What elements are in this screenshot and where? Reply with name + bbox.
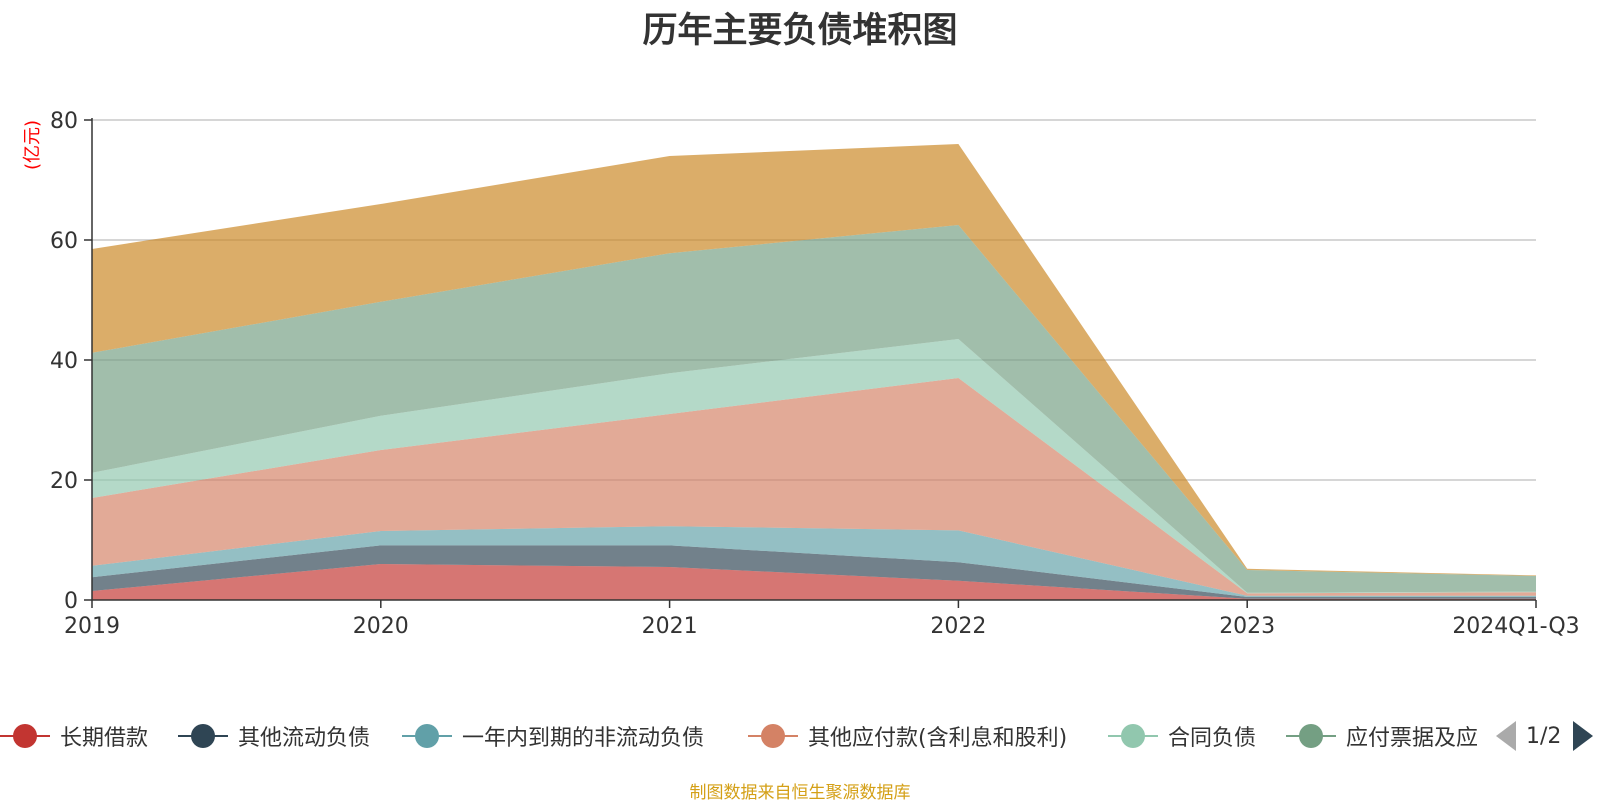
legend-page-indicator: 1/2 <box>1526 723 1562 749</box>
x-tick-label: 2021 <box>642 614 698 639</box>
y-tick-label: 80 <box>50 109 78 134</box>
x-tick-label: 2023 <box>1219 614 1275 639</box>
x-tick-label: 2019 <box>64 614 120 639</box>
area-series-1 <box>92 545 1536 599</box>
legend-label: 其他流动负债 <box>238 726 371 751</box>
area-series-4 <box>92 339 1536 594</box>
legend-item-long-term-loans[interactable]: 长期借款 <box>0 718 148 754</box>
legend-prev-page-icon[interactable] <box>1496 721 1516 751</box>
x-tick-label: 2022 <box>930 614 986 639</box>
legend-pager: 1/2 <box>1496 718 1594 754</box>
legend-item-current-portion-noncurrent[interactable]: 一年内到期的非流动负债 <box>402 718 704 754</box>
legend-label: 长期借款 <box>60 726 149 751</box>
x-tick-label: 2020 <box>353 614 409 639</box>
legend-marker-icon <box>178 718 228 754</box>
legend-label: 应付票据及应 <box>1346 726 1479 751</box>
legend-label: 合同负债 <box>1168 726 1257 751</box>
legend-item-other-payables[interactable]: 其他应付款(含利息和股利) <box>748 718 1067 754</box>
legend-item-contract-liabilities[interactable]: 合同负债 <box>1108 718 1256 754</box>
area-series-6 <box>92 144 1536 576</box>
y-tick-label: 20 <box>50 469 78 494</box>
legend-marker-icon <box>1108 718 1158 754</box>
y-tick-label: 40 <box>50 349 78 374</box>
legend-label: 其他应付款(含利息和股利) <box>808 726 1068 751</box>
area-series-2 <box>92 526 1536 597</box>
legend-item-notes-and-accounts-payable[interactable]: 应付票据及应 <box>1286 718 1494 754</box>
area-series-5 <box>92 225 1536 593</box>
chart-title: 历年主要负债堆积图 <box>642 11 958 51</box>
legend-marker-icon <box>0 718 50 754</box>
legend-next-page-icon[interactable] <box>1573 721 1594 751</box>
y-tick-label: 60 <box>50 229 78 254</box>
y-axis-unit-label: (亿元) <box>22 120 43 170</box>
stacked-area-chart: 0 20 40 60 80 2019 2020 2021 2022 2023 2024Q1-Q3 (… <box>22 109 1580 639</box>
chart-legend: 长期借款 其他流动负债 一年内到期的非流动负债 其他应付款(含利息和股利) 合同… <box>0 718 1600 754</box>
y-tick-label: 0 <box>64 589 78 614</box>
legend-marker-icon <box>1286 718 1336 754</box>
area-series-0 <box>92 564 1536 600</box>
x-tick-label: 2024Q1-Q3 <box>1452 614 1579 639</box>
legend-marker-icon <box>748 718 798 754</box>
legend-marker-icon <box>402 718 452 754</box>
data-source-note: 制图数据来自恒生聚源数据库 <box>689 783 911 803</box>
legend-label: 一年内到期的非流动负债 <box>462 726 705 751</box>
legend-item-other-current-liabilities[interactable]: 其他流动负债 <box>178 718 370 754</box>
area-series-3 <box>92 378 1536 596</box>
